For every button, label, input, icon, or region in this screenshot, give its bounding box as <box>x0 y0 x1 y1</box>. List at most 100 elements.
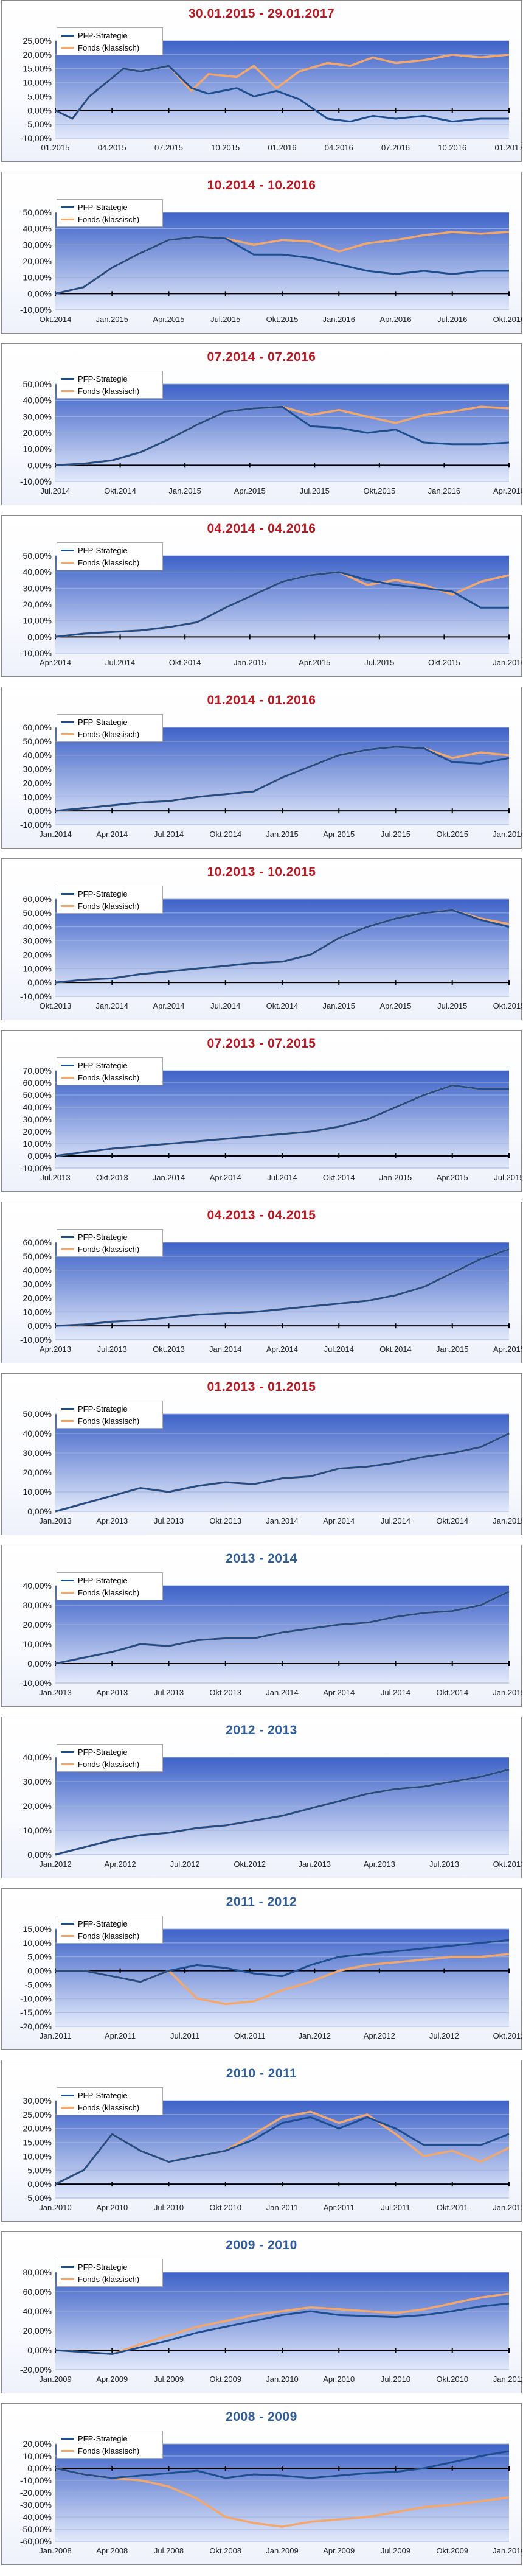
x-tick-label: Okt.2015 <box>428 658 460 667</box>
legend-item: PFP-Strategie <box>61 29 159 41</box>
chart-title: 2011 - 2012 <box>226 1895 297 1909</box>
line-chart: 60,00% 50,00% 40,00% 30,00% 20,00% 10,00% 0,00… <box>20 894 522 1010</box>
y-tick-label: 30,00% <box>23 1448 52 1458</box>
chart-title: 10.2013 - 10.2015 <box>207 865 316 879</box>
legend-label: PFP-Strategie <box>78 889 128 898</box>
x-tick-label: Okt.2009 <box>209 2375 241 2384</box>
legend-label: Fonds (klassisch) <box>78 558 140 567</box>
x-tick-label: Jan.2016 <box>323 315 356 324</box>
legend-item: Fonds (klassisch) <box>61 385 159 397</box>
x-tick-label: Okt.2009 <box>436 2546 468 2555</box>
y-tick-label: -5,00% <box>25 119 52 129</box>
y-tick-label: 40,00% <box>23 567 52 577</box>
x-tick-label: Jan.2013 <box>39 1516 72 1525</box>
chart-panel: 2008 - 2009 20,00% 10,00% 0,00% -10,00% -20,0… <box>1 2403 522 2565</box>
legend-swatch <box>61 1591 74 1594</box>
chart-legend: PFP-Strategie Fonds (klassisch) <box>57 1401 163 1429</box>
legend-item: Fonds (klassisch) <box>61 41 159 54</box>
x-tick-label: 01.2017 <box>495 143 523 152</box>
x-tick-label: Okt.2014 <box>323 1173 355 1182</box>
plot-area <box>55 2272 509 2370</box>
y-tick-label: 30,00% <box>23 240 52 250</box>
chart-legend: PFP-Strategie Fonds (klassisch) <box>57 2259 163 2287</box>
x-tick-label: Jan.2014 <box>39 830 72 839</box>
line-chart: 60,00% 50,00% 40,00% 30,00% 20,00% 10,00% 0,00… <box>20 1237 522 1354</box>
chart-title: 04.2013 - 04.2015 <box>207 1208 316 1222</box>
x-tick-label: Jul.2014 <box>40 486 70 495</box>
chart-title: 07.2014 - 07.2016 <box>207 350 316 364</box>
x-tick-label: Jan.2014 <box>153 1173 185 1182</box>
x-tick-label: Jan.2014 <box>96 1001 129 1010</box>
line-chart: 50,00%40,00%30,00%20,00%10,00%0,00%Jan.2… <box>23 1409 522 1525</box>
x-tick-label: Jul.2013 <box>429 1860 459 1869</box>
y-tick-label: 50,00% <box>23 1409 52 1419</box>
legend-label: Fonds (klassisch) <box>78 729 140 739</box>
x-tick-label: Jul.2012 <box>429 2031 459 2040</box>
legend-item: PFP-Strategie <box>61 1231 159 1243</box>
line-chart: 25,00% 20,00% 15,00% 10,00% 5,00% 0,00% -5,00%… <box>20 36 523 152</box>
y-tick-label: -10,00% <box>20 820 52 830</box>
y-tick-label: 0,00% <box>27 978 52 987</box>
x-tick-label: Jan.2011 <box>493 2375 522 2384</box>
legend-item: Fonds (klassisch) <box>61 2101 159 2113</box>
series-line-strategy <box>55 1939 510 1983</box>
y-tick-label: 20,00% <box>23 256 52 266</box>
x-tick-label: Jul.2015 <box>381 830 410 839</box>
x-tick-label: Apr.2014 <box>40 658 71 667</box>
y-tick-label: -60,00% <box>20 2536 52 2546</box>
x-tick-label: Jan.2008 <box>39 2546 72 2555</box>
y-tick-label: -10,00% <box>20 1335 52 1345</box>
legend-swatch <box>61 1236 74 1238</box>
x-tick-label: Jan.2015 <box>266 830 299 839</box>
y-tick-label: 5,00% <box>27 91 52 101</box>
y-tick-label: 20,00% <box>23 50 52 60</box>
y-tick-label: 60,00% <box>23 894 52 904</box>
x-tick-label: Okt.2014 <box>209 830 241 839</box>
legend-label: Fonds (klassisch) <box>78 2274 140 2284</box>
y-tick-label: 20,00% <box>23 1127 52 1136</box>
y-tick-label: 30,00% <box>23 936 52 946</box>
legend-label: PFP-Strategie <box>78 1919 128 1928</box>
y-tick-label: 40,00% <box>23 751 52 760</box>
x-tick-label: Okt.2014 <box>169 658 201 667</box>
x-tick-label: Okt.2013 <box>493 1860 522 1869</box>
x-tick-label: Apr.2015 <box>323 830 355 839</box>
x-tick-label: Apr.2015 <box>234 486 266 495</box>
x-tick-label: Jan.2014 <box>266 1688 299 1697</box>
x-tick-label: Apr.2009 <box>96 2375 128 2384</box>
x-tick-label: Okt.2014 <box>436 1688 468 1697</box>
y-tick-label: 40,00% <box>23 1752 52 1762</box>
y-tick-label: 20,00% <box>23 2439 52 2449</box>
x-tick-label: Apr.2014 <box>153 1001 184 1010</box>
y-tick-label: 30,00% <box>23 411 52 421</box>
x-tick-label: Okt.2013 <box>209 1516 241 1525</box>
legend-label: PFP-Strategie <box>78 202 128 212</box>
x-tick-label: Okt.2014 <box>379 1345 412 1354</box>
x-tick-label: Jan.2015 <box>234 658 266 667</box>
legend-item: PFP-Strategie <box>61 201 159 213</box>
chart-title: 2013 - 2014 <box>226 1552 297 1566</box>
chart-title: 07.2013 - 07.2015 <box>207 1037 316 1051</box>
x-tick-label: Apr.2015 <box>379 1001 411 1010</box>
y-tick-label: 0,00% <box>27 105 52 115</box>
y-tick-label: 0,00% <box>27 1966 52 1976</box>
x-tick-label: Okt.2012 <box>493 2031 522 2040</box>
y-tick-label: 50,00% <box>23 208 52 217</box>
y-tick-label: 40,00% <box>23 396 52 405</box>
x-tick-label: Okt.2015 <box>436 830 468 839</box>
x-tick-label: 07.2015 <box>154 143 183 152</box>
legend-swatch <box>61 892 74 895</box>
y-tick-label: 25,00% <box>23 2110 52 2119</box>
x-tick-label: Okt.2010 <box>436 2375 468 2384</box>
legend-item: Fonds (klassisch) <box>61 728 159 740</box>
chart-legend: PFP-Strategie Fonds (klassisch) <box>57 542 163 570</box>
legend-label: PFP-Strategie <box>78 1404 128 1413</box>
plot-area <box>55 1929 509 2026</box>
legend-swatch <box>61 1922 74 1925</box>
y-tick-label: 40,00% <box>23 1581 52 1591</box>
legend-item: PFP-Strategie <box>61 2261 159 2273</box>
y-tick-label: 20,00% <box>23 1468 52 1477</box>
y-tick-label: -50,00% <box>20 2524 52 2534</box>
chart-title: 2010 - 2011 <box>226 2067 297 2081</box>
y-tick-label: 60,00% <box>23 1237 52 1247</box>
